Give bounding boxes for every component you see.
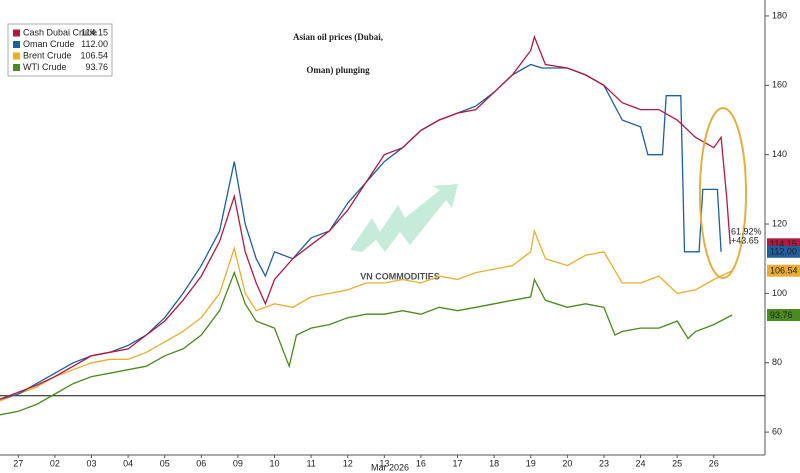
annotation: 61.92%: [731, 226, 762, 236]
x-tick-label: 27: [13, 458, 23, 468]
value-tag-label: 106.54: [770, 266, 798, 276]
legend-label: Cash Dubai Crude: [23, 27, 97, 37]
chart-title: Asian oil prices (Dubai,: [293, 32, 383, 42]
legend-label: Oman Crude: [23, 39, 75, 49]
x-tick-label: 16: [416, 458, 426, 468]
x-tick-label: 02: [50, 458, 60, 468]
value-tag: [767, 309, 800, 322]
x-tick-label: 19: [526, 458, 536, 468]
value-tag: [767, 264, 800, 277]
y-tick-label: 180: [772, 10, 787, 20]
x-tick-label: 26: [709, 458, 719, 468]
annotation: +43.65: [731, 235, 759, 245]
legend-value: 112.00: [81, 39, 108, 49]
x-tick-label: 13: [379, 458, 389, 468]
value-tag-label: 112.00: [770, 247, 797, 257]
x-tick-label: 03: [86, 458, 96, 468]
series-line: [0, 34, 731, 400]
y-tick-label: 160: [772, 80, 787, 90]
legend-value: 106.54: [80, 50, 108, 60]
y-tick-label: 60: [772, 426, 782, 436]
y-tick-label: 120: [772, 218, 787, 228]
value-tag: [767, 245, 800, 258]
x-tick-label: 20: [562, 458, 572, 468]
legend-box: [7, 23, 113, 77]
legend-label: WTI Crude: [23, 62, 67, 72]
value-tag-label: 93.76: [770, 310, 793, 320]
x-tick-label: 18: [489, 458, 499, 468]
series-line: [0, 270, 733, 416]
x-tick-label: 12: [343, 458, 353, 468]
value-tag-label: 114.15: [770, 239, 797, 249]
x-tick-label: 06: [196, 458, 206, 468]
x-tick-label: 25: [672, 458, 682, 468]
series-line: [0, 63, 722, 400]
y-tick-label: 100: [772, 288, 787, 298]
x-tick-label: 23: [599, 458, 609, 468]
highlight-ellipse: [699, 107, 747, 279]
legend-value: 114.15: [81, 27, 108, 37]
watermark: VN COMMODITIES: [360, 271, 440, 281]
legend-swatch: [13, 64, 20, 71]
x-tick-label: 10: [270, 458, 280, 468]
watermark-logo: [350, 184, 458, 252]
x-tick-label: 17: [453, 458, 463, 468]
series-line: [0, 228, 733, 402]
chart-title: Oman) plunging: [306, 65, 370, 75]
x-tick-label: 04: [123, 458, 133, 468]
legend-swatch: [13, 41, 20, 48]
y-tick-label: 80: [772, 357, 782, 367]
y-tick-label: 140: [772, 149, 787, 159]
legend-swatch: [13, 52, 20, 60]
x-tick-label: 05: [160, 458, 170, 468]
x-tick-label: 09: [233, 458, 243, 468]
x-tick-label: 24: [636, 458, 646, 468]
x-tick-label: 11: [306, 458, 315, 468]
legend-swatch: [13, 29, 20, 37]
x-axis-label: Mar 2026: [371, 462, 409, 472]
legend-value: 93.76: [85, 62, 108, 72]
legend-label: Brent Crude: [23, 50, 72, 60]
